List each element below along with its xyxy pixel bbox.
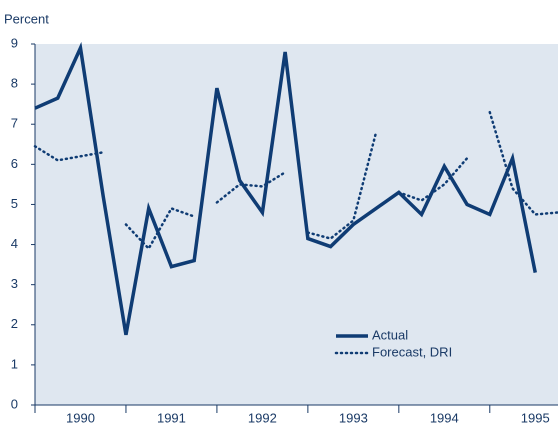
x-tick-label: 1993: [339, 410, 368, 425]
x-tick-label: 1991: [157, 410, 186, 425]
legend-label: Forecast, DRI: [372, 344, 452, 359]
legend-label: Actual: [372, 327, 408, 342]
x-tick-label: 1990: [66, 410, 95, 425]
x-tick-label: 1995: [521, 410, 550, 425]
y-tick-label: 0: [11, 396, 18, 411]
y-tick-label: 7: [11, 116, 18, 131]
y-tick-label: 4: [11, 236, 18, 251]
series-line: [34, 41, 537, 336]
x-tick-label: 1994: [430, 410, 459, 425]
plot-background: [35, 44, 558, 405]
y-tick-label: 2: [11, 316, 18, 331]
y-tick-label: 5: [11, 196, 18, 211]
y-tick-label: 6: [11, 156, 18, 171]
x-tick-label: 1992: [248, 410, 277, 425]
series-line: [33, 110, 558, 251]
y-tick-label: 9: [11, 35, 18, 50]
y-tick-label: 1: [11, 356, 18, 371]
y-axis-label: Percent: [4, 11, 49, 26]
y-tick-label: 3: [11, 276, 18, 291]
y-tick-label: 8: [11, 76, 18, 91]
